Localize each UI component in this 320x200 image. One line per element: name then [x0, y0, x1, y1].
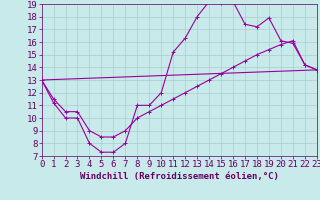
X-axis label: Windchill (Refroidissement éolien,°C): Windchill (Refroidissement éolien,°C)	[80, 172, 279, 181]
